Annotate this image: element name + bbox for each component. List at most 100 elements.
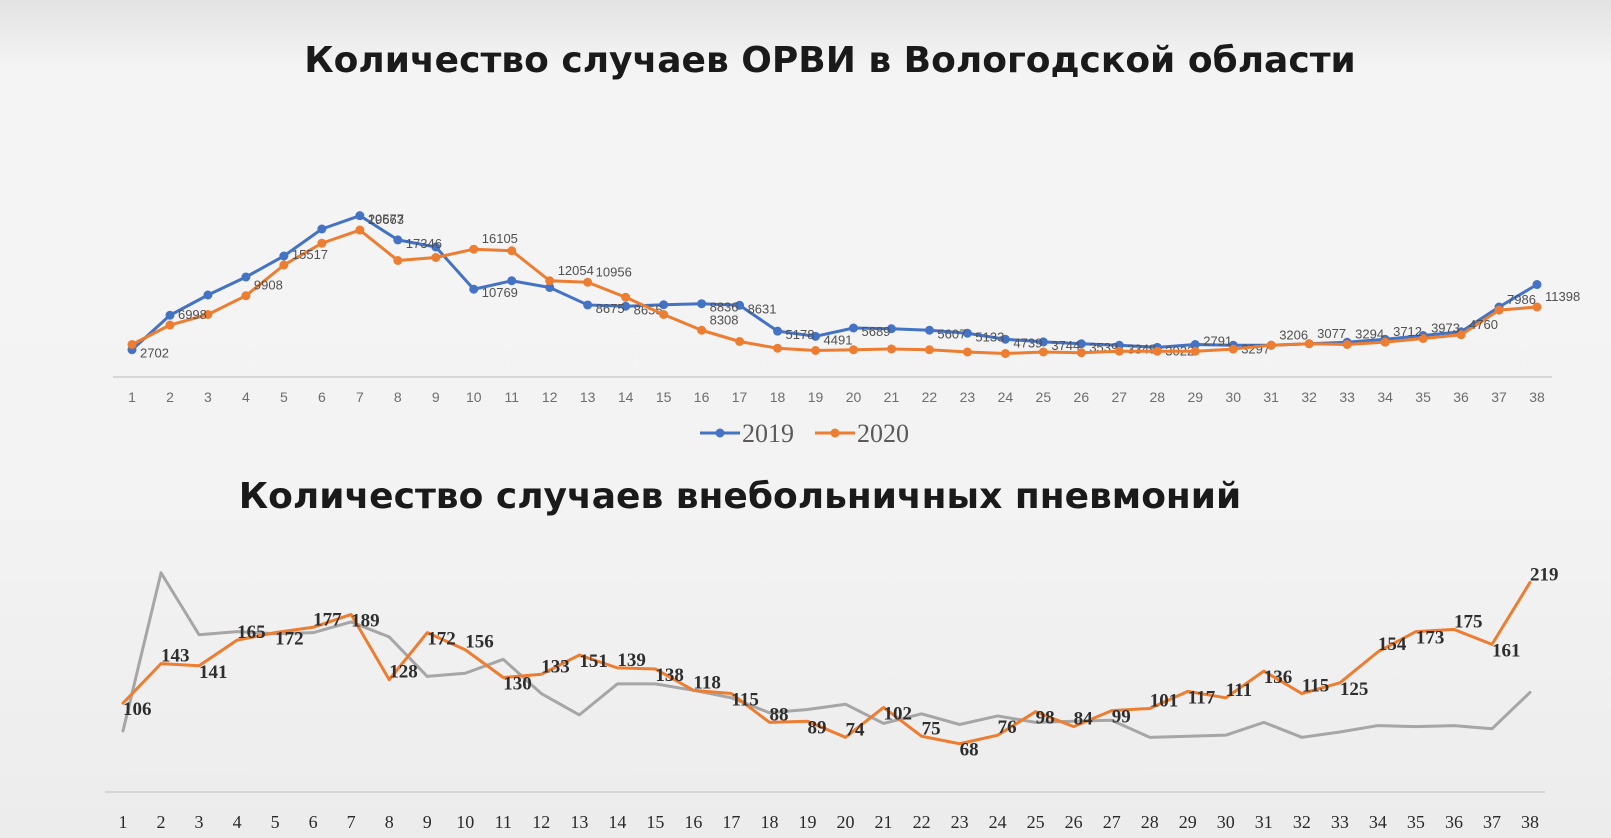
chart2-tick-2: 2 — [157, 812, 166, 832]
chart2-series-2-data-label: 138 — [655, 665, 684, 686]
chart1-tick-9: 9 — [432, 389, 440, 405]
chart1-series-2019-data-label: 20577 — [368, 212, 404, 227]
chart1-tick-31: 31 — [1263, 389, 1279, 405]
chart1-tick-30: 30 — [1225, 389, 1241, 405]
chart2-series-2-data-label: 118 — [693, 672, 720, 693]
chart1-tick-8: 8 — [394, 389, 402, 405]
chart1-series-2019-data-label: 8655 — [634, 302, 663, 317]
chart2-series-2-data-label: 133 — [541, 656, 570, 677]
chart2-series-2-data-label: 161 — [1492, 640, 1521, 661]
chart1-tick-6: 6 — [318, 389, 326, 405]
chart1-series-2020-point — [393, 256, 403, 265]
chart1-series-2019-data-label: 8631 — [748, 301, 777, 316]
chart1-series-2020-point — [431, 253, 441, 262]
chart1-series-2019-point — [659, 300, 669, 310]
chart1-series-2020-point — [355, 225, 365, 235]
chart2-tick-11: 11 — [495, 812, 512, 832]
chart2-tick-31: 31 — [1255, 812, 1273, 832]
chart2-tick-27: 27 — [1103, 812, 1121, 832]
chart2-tick-3: 3 — [195, 812, 204, 832]
chart1-series-2019-data-label: 5133 — [975, 329, 1004, 344]
chart1-series-2020-point — [1076, 348, 1086, 358]
chart1-series-2019-data-label: 5607 — [937, 326, 966, 341]
chart1-series-2020-point — [924, 345, 934, 355]
chart1-series-2019-data-label: 8836 — [710, 300, 739, 315]
chart2-tick-35: 35 — [1407, 812, 1425, 832]
chart1-series-2019-point — [279, 251, 289, 261]
chart1-series-2019-point — [393, 235, 403, 245]
chart1-series-2019-point — [1532, 280, 1542, 290]
chart1-tick-26: 26 — [1074, 389, 1090, 405]
chart1-series-2019-point — [203, 290, 213, 300]
chart2-tick-25: 25 — [1027, 812, 1045, 832]
chart1-tick-3: 3 — [204, 389, 212, 405]
chart2-series-2-data-label: 172 — [275, 629, 304, 650]
chart1-series-2019-point — [735, 300, 745, 310]
chart1-series-2020-data-label: 6998 — [178, 307, 207, 322]
chart1-series-2020-point — [241, 291, 251, 301]
chart1-tick-25: 25 — [1036, 389, 1052, 405]
chart1-series-2020-point — [165, 320, 175, 330]
chart1-series-2020-data-label: 10956 — [596, 264, 632, 279]
chart1-series-2020-point — [1000, 349, 1010, 358]
chart2-series-2-data-label: 75 — [922, 718, 941, 739]
chart2-tick-18: 18 — [760, 812, 778, 832]
chart1-series-2019-point — [1000, 334, 1010, 344]
chart1-series-2019-data-label: 8675 — [596, 301, 625, 316]
chart1-series-2020-point — [1038, 347, 1048, 357]
chart2-tick-10: 10 — [456, 812, 474, 832]
chart2-series-2-data-label: 125 — [1340, 679, 1369, 700]
chart1-series-2019-point — [886, 324, 896, 334]
chart1-series-2020-point — [469, 244, 479, 254]
chart1-series-2020-data-label: 8308 — [710, 312, 739, 327]
chart1-tick-34: 34 — [1377, 389, 1393, 405]
chart2-tick-23: 23 — [951, 812, 969, 832]
chart2-series-2-data-label: 98 — [1036, 708, 1055, 729]
legend-marker-2020 — [830, 428, 840, 438]
chart2-series-2-data-label: 111 — [1226, 680, 1252, 701]
chart2-tick-32: 32 — [1293, 812, 1311, 832]
chart1-tick-32: 32 — [1301, 389, 1317, 405]
chart1-series-2020-point — [1532, 302, 1542, 312]
chart2-tick-15: 15 — [646, 812, 664, 832]
chart2-tick-14: 14 — [608, 812, 626, 832]
chart1-series-2019-data-label: 3349 — [1127, 341, 1156, 356]
chart1-series-2019-point — [962, 328, 972, 338]
chart1-tick-16: 16 — [694, 389, 710, 405]
chart1-tick-13: 13 — [580, 389, 596, 405]
chart1-series-2019-data-label: 4491 — [824, 332, 853, 347]
chart2-tick-19: 19 — [798, 812, 816, 832]
chart1-series-2020-point — [1342, 340, 1352, 349]
chart2-series-2-data-label: 172 — [427, 629, 456, 650]
chart2-series-2: 106 143 141 165 172 177 189 128 172 156 130 133 151 1… — [121, 564, 1559, 761]
chart2-series-2-data-label: 117 — [1188, 687, 1216, 708]
chart1-series-2020-data-label: 15517 — [292, 247, 328, 262]
chart1-series-2020-point — [962, 347, 972, 357]
chart2-tick-28: 28 — [1141, 812, 1159, 832]
chart1-series-2019-point — [507, 276, 517, 286]
chart1-series-2020-point — [1152, 346, 1162, 356]
chart1-series-2020-data-label: 3973 — [1431, 321, 1460, 336]
chart2-series-2-data-label: 88 — [769, 704, 788, 725]
chart1-series-2019-data-label: 3744 — [1051, 338, 1080, 353]
chart2-tick-34: 34 — [1369, 812, 1387, 832]
chart1-tick-36: 36 — [1453, 389, 1469, 405]
chart1-series-2020-point — [735, 337, 745, 346]
chart1-series-2020-point — [811, 346, 821, 355]
chart1-series-2019-point — [621, 301, 631, 311]
chart2-series-2-data-label: 101 — [1150, 690, 1179, 711]
chart1-series-2020-data-label: 2791 — [1203, 333, 1232, 348]
chart1-tick-35: 35 — [1415, 389, 1431, 405]
chart1-tick-29: 29 — [1187, 389, 1203, 405]
chart2-series-2-data-label: 115 — [731, 690, 758, 711]
chart2-tick-22: 22 — [913, 812, 931, 832]
chart2-tick-26: 26 — [1065, 812, 1083, 832]
chart2-tick-38: 38 — [1521, 812, 1539, 832]
chart2-tick-30: 30 — [1217, 812, 1235, 832]
chart1-series-2019-point — [241, 272, 251, 282]
chart1-tick-18: 18 — [770, 389, 786, 405]
legend-label-2019: 2019 — [742, 419, 794, 448]
chart2-series-2-data-label: 189 — [351, 610, 380, 631]
